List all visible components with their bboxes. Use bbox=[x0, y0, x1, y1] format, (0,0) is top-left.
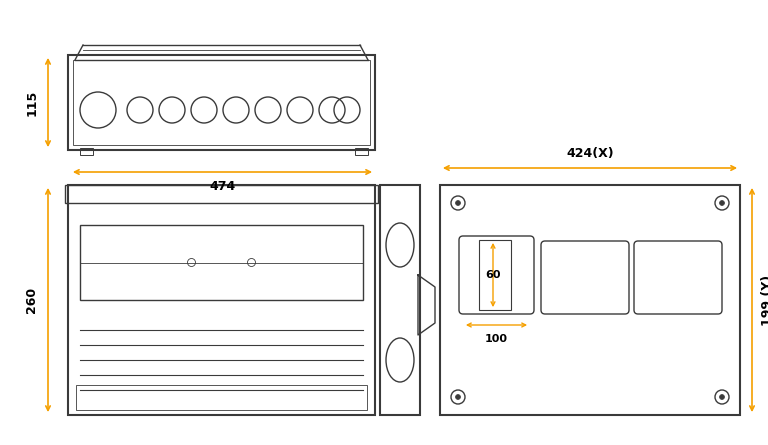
Circle shape bbox=[455, 201, 461, 206]
Circle shape bbox=[720, 201, 724, 206]
Bar bbox=[73, 60, 370, 145]
Bar bbox=[355, 148, 368, 155]
Text: 100: 100 bbox=[485, 334, 508, 344]
Text: 260: 260 bbox=[25, 287, 38, 313]
Bar bbox=[380, 185, 420, 415]
Bar bbox=[440, 185, 740, 415]
Text: 199 (Y): 199 (Y) bbox=[762, 275, 768, 326]
Bar bbox=[80, 148, 93, 155]
Circle shape bbox=[720, 395, 724, 400]
Text: 115: 115 bbox=[25, 89, 38, 116]
Bar bbox=[65, 185, 378, 203]
Bar bbox=[68, 55, 375, 150]
Text: 60: 60 bbox=[485, 270, 501, 280]
Bar bbox=[76, 385, 367, 410]
Bar bbox=[80, 225, 363, 300]
Bar bbox=[68, 185, 375, 415]
Circle shape bbox=[455, 395, 461, 400]
Text: 474: 474 bbox=[210, 179, 236, 193]
Text: 424(X): 424(X) bbox=[566, 147, 614, 161]
Bar bbox=[479, 240, 511, 310]
